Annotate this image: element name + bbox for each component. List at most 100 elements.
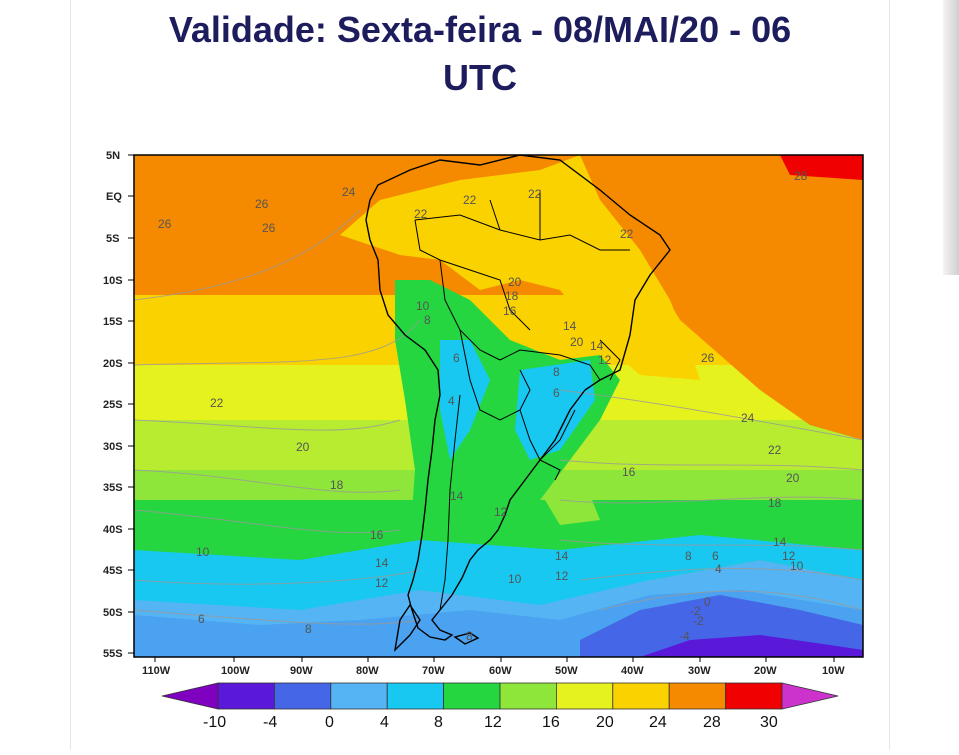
contour-label: 14 bbox=[555, 549, 569, 563]
contour-label: 18 bbox=[330, 478, 344, 492]
lon-label: 90W bbox=[290, 665, 313, 677]
lat-label: 55S bbox=[103, 648, 123, 660]
lat-label: EQ bbox=[106, 191, 122, 203]
longitude-axis: 110W 100W 90W 80W 70W 60W 50W 40W 30W 20… bbox=[142, 665, 845, 677]
legend-swatch bbox=[330, 682, 388, 710]
contour-label: 12 bbox=[375, 576, 389, 590]
contour-label: 6 bbox=[453, 351, 460, 365]
legend-tick: 16 bbox=[542, 714, 560, 731]
legend-swatch bbox=[386, 682, 445, 710]
lat-label: 50S bbox=[103, 607, 123, 619]
contour-labels: 26 26 26 24 22 22 22 22 20 18 16 28 10 8… bbox=[158, 169, 808, 643]
lon-label: 30W bbox=[688, 665, 711, 677]
isotherm-lines bbox=[133, 209, 864, 625]
legend-tick: 20 bbox=[596, 714, 614, 731]
legend-swatch bbox=[556, 682, 614, 710]
contour-label: 8 bbox=[424, 313, 431, 327]
contour-label: 20 bbox=[508, 275, 522, 289]
legend-swatch bbox=[217, 682, 275, 710]
contour-label: 10 bbox=[196, 545, 210, 559]
legend-swatch bbox=[725, 682, 783, 710]
contour-label: 10 bbox=[790, 559, 804, 573]
lat-label: 5S bbox=[106, 233, 119, 245]
contour-label: 26 bbox=[255, 197, 269, 211]
contour-label: 6 bbox=[198, 612, 205, 626]
contour-label: 14 bbox=[450, 489, 464, 503]
legend-tick-labels: -10 -4 0 4 8 12 16 20 24 28 30 bbox=[203, 714, 778, 731]
contour-label: 16 bbox=[503, 304, 517, 318]
contour-label: 14 bbox=[375, 556, 389, 570]
contour-label: 8 bbox=[466, 629, 473, 643]
card-edge-right bbox=[889, 0, 890, 750]
lon-label: 100W bbox=[221, 665, 250, 677]
scrollbar[interactable] bbox=[943, 0, 959, 275]
contour-label: 20 bbox=[786, 471, 800, 485]
color-legend bbox=[161, 682, 839, 710]
contour-label: 16 bbox=[622, 465, 636, 479]
card-edge-left bbox=[70, 0, 71, 750]
legend-tick: 12 bbox=[484, 714, 502, 731]
lon-label: 110W bbox=[142, 665, 171, 677]
lat-label: 45S bbox=[103, 565, 123, 577]
contour-label: 8 bbox=[685, 549, 692, 563]
contour-label: 26 bbox=[262, 221, 276, 235]
contour-label: 28 bbox=[794, 169, 808, 183]
legend-tick: 4 bbox=[380, 714, 389, 731]
temperature-field bbox=[134, 155, 863, 657]
title-line-1: Validade: Sexta-feira - 08/MAI/20 - 06 bbox=[168, 9, 792, 50]
contour-label: 22 bbox=[210, 396, 224, 410]
contour-label: 20 bbox=[570, 335, 584, 349]
map-frame bbox=[133, 154, 864, 658]
contour-label: 4 bbox=[448, 394, 455, 408]
lat-label: 5N bbox=[106, 150, 120, 162]
contour-label: 4 bbox=[715, 562, 722, 576]
page-title: Validade: Sexta-feira - 08/MAI/20 - 06 U… bbox=[80, 6, 880, 102]
legend-tick: 28 bbox=[703, 714, 721, 731]
contour-label: 12 bbox=[598, 353, 612, 367]
latitude-axis: 5N EQ 5S 10S 15S 20S 25S 30S 35S 40S 45S… bbox=[103, 150, 123, 660]
legend-tick: 30 bbox=[760, 714, 778, 731]
legend-swatch bbox=[499, 682, 557, 710]
contour-label: 24 bbox=[741, 411, 755, 425]
contour-label: 6 bbox=[553, 386, 560, 400]
legend-tick: -4 bbox=[263, 714, 277, 731]
legend-tick: -10 bbox=[203, 714, 226, 731]
legend-tick: 0 bbox=[325, 714, 334, 731]
contour-label: 10 bbox=[416, 299, 430, 313]
legend-arrow-high bbox=[781, 682, 839, 710]
temperature-map-figure: 26 26 26 24 22 22 22 22 20 18 16 28 10 8… bbox=[0, 140, 959, 750]
contour-label: 26 bbox=[158, 217, 172, 231]
lon-label: 80W bbox=[356, 665, 379, 677]
lat-label: 20S bbox=[103, 358, 123, 370]
lat-label: 15S bbox=[103, 316, 123, 328]
contour-label: 26 bbox=[701, 351, 715, 365]
contour-label: 16 bbox=[370, 528, 384, 542]
latitude-ticks bbox=[128, 154, 134, 654]
contour-label: 10 bbox=[508, 572, 522, 586]
legend-swatch bbox=[668, 682, 727, 710]
contour-label: 22 bbox=[768, 443, 782, 457]
contour-label: 8 bbox=[553, 365, 560, 379]
contour-label: 12 bbox=[494, 505, 508, 519]
lat-label: 40S bbox=[103, 524, 123, 536]
lon-label: 40W bbox=[621, 665, 644, 677]
lon-label: 50W bbox=[555, 665, 578, 677]
legend-swatch bbox=[443, 682, 501, 710]
contour-label: 22 bbox=[620, 227, 634, 241]
contour-label: 14 bbox=[590, 339, 604, 353]
contour-label: 18 bbox=[505, 289, 519, 303]
contour-label: 18 bbox=[768, 496, 782, 510]
lat-label: 25S bbox=[103, 399, 123, 411]
lon-label: 10W bbox=[822, 665, 845, 677]
legend-tick: 24 bbox=[649, 714, 667, 731]
contour-label: -2 bbox=[690, 604, 701, 618]
title-line-2: UTC bbox=[443, 57, 517, 98]
contour-label: 12 bbox=[782, 549, 796, 563]
country-borders bbox=[414, 190, 630, 611]
lat-label: 30S bbox=[103, 441, 123, 453]
legend-tick: 8 bbox=[434, 714, 443, 731]
contour-label: 24 bbox=[342, 185, 356, 199]
contour-label: -4 bbox=[679, 629, 690, 643]
lon-label: 70W bbox=[422, 665, 445, 677]
contour-label: 22 bbox=[528, 187, 542, 201]
